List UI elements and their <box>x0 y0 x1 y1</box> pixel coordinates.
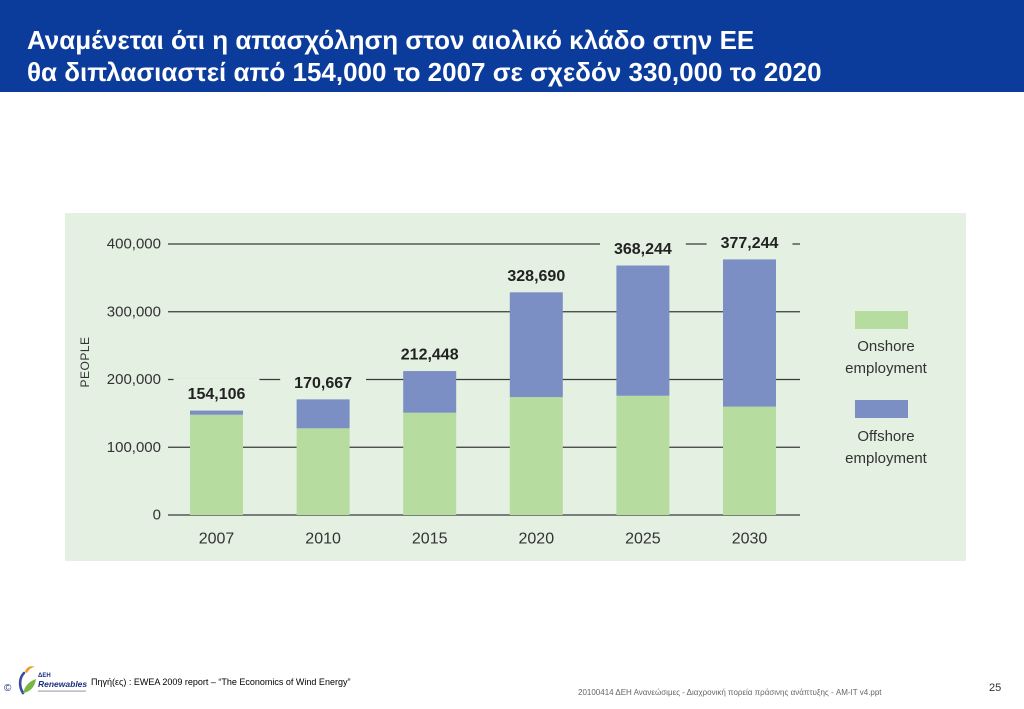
total-label-2025: 368,244 <box>614 241 672 258</box>
bar-onshore-2025 <box>616 395 670 515</box>
bar-onshore-2007 <box>190 414 243 515</box>
bar-offshore-2007 <box>190 410 243 415</box>
x-tick-label-2020: 2020 <box>519 531 555 548</box>
label-backgrounds <box>173 227 793 411</box>
bar-onshore-2030 <box>723 406 776 515</box>
renewables-logo: ΔΕΗ Renewables <box>18 666 87 695</box>
axis-labels: 0 100,000 200,000 300,000 400,000 2007 2010 201… <box>107 236 768 548</box>
slide-title-line-2: θα διπλασιαστεί από 154,000 το 2007 σε σ… <box>27 57 822 87</box>
gridlines <box>168 243 800 516</box>
total-labels: 154,106 170,667 212,448 328,690 368,244 377,2… <box>188 235 779 403</box>
y-tick-label: 300,000 <box>107 303 161 320</box>
x-tick-label-2015: 2015 <box>412 531 448 548</box>
bar-offshore-2010 <box>296 399 350 429</box>
total-label-background-2025 <box>599 233 686 266</box>
bar-onshore-2010 <box>296 428 350 515</box>
y-tick-label: 0 <box>153 507 161 524</box>
total-label-2010: 170,667 <box>294 375 352 392</box>
source-note: Πηγή(ες) : EWEA 2009 report – “The Econo… <box>91 677 351 687</box>
x-tick-label-2030: 2030 <box>732 531 768 548</box>
renewables-logo-icon <box>18 666 36 695</box>
bar-offshore-2030 <box>723 259 776 407</box>
file-info: 20100414 ΔΕΗ Ανανεώσιμες - Διαχρονική πο… <box>578 688 882 697</box>
chart-panel: 154,106 170,667 212,448 328,690 368,244 377,2… <box>65 213 966 561</box>
slide-header: Αναμένεται ότι η απασχόληση στον αιολικό… <box>0 0 1024 92</box>
page-number: 25 <box>989 682 1002 694</box>
logo-brand-text: ΔΕΗ <box>38 673 51 679</box>
legend-swatch-offshore <box>855 400 908 418</box>
total-label-background-2015 <box>386 339 473 372</box>
total-label-2007: 154,106 <box>188 386 246 403</box>
slide-title-line-1: Αναμένεται ότι η απασχόληση στον αιολικό… <box>27 25 755 55</box>
bars <box>190 259 776 515</box>
bar-onshore-2020 <box>509 397 563 515</box>
x-tick-label-2025: 2025 <box>625 531 661 548</box>
total-label-background-2007 <box>173 378 260 411</box>
total-label-2015: 212,448 <box>401 347 459 364</box>
logo-name-text: Renewables <box>38 679 87 689</box>
x-tick-label-2010: 2010 <box>305 531 341 548</box>
legend-label-onshore: Onshore employment <box>845 338 927 377</box>
x-tick-label-2007: 2007 <box>199 531 235 548</box>
total-label-background-2010 <box>280 367 367 400</box>
y-tick-label: 100,000 <box>107 439 161 456</box>
legend-label-offshore: Offshore employment <box>845 428 927 467</box>
bar-offshore-2015 <box>403 371 457 413</box>
y-tick-label: 200,000 <box>107 371 161 388</box>
bar-offshore-2020 <box>509 292 563 398</box>
bar-offshore-2025 <box>616 265 670 396</box>
total-label-background-2030 <box>706 227 793 260</box>
y-axis-title: PEOPLE <box>78 336 92 387</box>
logo-tagline-decoration <box>38 690 86 692</box>
legend-swatch-onshore <box>855 311 908 329</box>
total-label-background-2020 <box>493 260 580 293</box>
bar-onshore-2015 <box>403 412 457 515</box>
total-label-2020: 328,690 <box>507 268 565 285</box>
copyright-mark: © <box>4 683 12 694</box>
employment-bar-chart: 154,106 170,667 212,448 328,690 368,244 377,2… <box>78 227 800 548</box>
y-tick-label: 400,000 <box>107 236 161 253</box>
total-label-2030: 377,244 <box>721 235 779 252</box>
